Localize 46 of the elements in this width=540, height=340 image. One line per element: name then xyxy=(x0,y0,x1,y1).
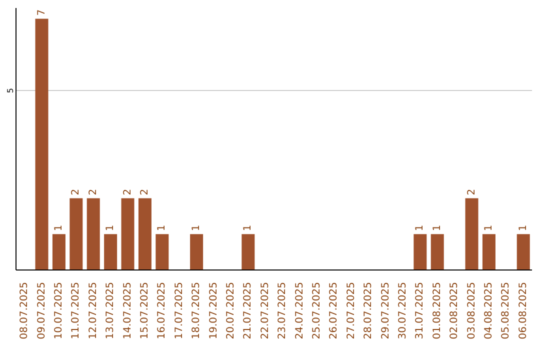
x-tick-label: 24.07.2025 xyxy=(294,282,306,340)
data-label: 2 xyxy=(466,188,478,196)
x-tick-label: 02.08.2025 xyxy=(449,282,460,340)
x-tick-label: 03.08.2025 xyxy=(466,282,478,340)
data-label: 2 xyxy=(139,188,150,196)
x-tick-label: 05.08.2025 xyxy=(500,282,512,340)
data-label: 1 xyxy=(518,224,529,232)
x-tick-label: 23.07.2025 xyxy=(277,282,288,340)
data-label: 2 xyxy=(70,188,82,196)
x-tick-label: 12.07.2025 xyxy=(88,282,99,340)
x-tick-label: 06.08.2025 xyxy=(518,282,529,340)
x-tick-label: 26.07.2025 xyxy=(328,282,340,340)
x-tick-label: 14.07.2025 xyxy=(122,282,134,340)
x-tick-label: 30.07.2025 xyxy=(398,282,408,340)
x-tick-label: 22.07.2025 xyxy=(260,282,271,340)
x-tick-label: 19.07.2025 xyxy=(208,282,220,340)
x-tick-label: 11.07.2025 xyxy=(70,282,82,340)
x-tick-label: 25.07.2025 xyxy=(312,282,322,340)
data-label: 1 xyxy=(483,224,494,232)
data-label: 1 xyxy=(105,224,116,232)
x-tick-label: 27.07.2025 xyxy=(346,282,357,340)
x-tick-label: 29.07.2025 xyxy=(380,282,392,340)
x-tick-label: 09.07.2025 xyxy=(36,282,48,340)
x-tick-label: 28.07.2025 xyxy=(363,282,374,340)
data-label: 2 xyxy=(88,188,99,196)
x-tick-label: 17.07.2025 xyxy=(174,282,185,340)
data-label: 1 xyxy=(156,224,168,232)
data-label: 1 xyxy=(432,224,443,232)
x-tick-label: 21.07.2025 xyxy=(242,282,254,340)
y-tick-label: 5 xyxy=(6,88,15,94)
x-tick-label: 20.07.2025 xyxy=(226,282,236,340)
x-tick-label: 31.07.2025 xyxy=(414,282,426,340)
x-tick-label: 10.07.2025 xyxy=(54,282,64,340)
x-tick-label: 18.07.2025 xyxy=(191,282,202,340)
data-label: 2 xyxy=(122,188,134,196)
data-label: 1 xyxy=(242,224,254,232)
data-label: 1 xyxy=(414,224,426,232)
data-label: 1 xyxy=(191,224,202,232)
data-label: 1 xyxy=(53,224,64,232)
x-tick-label: 08.07.2025 xyxy=(19,282,30,340)
x-tick-label: 01.08.2025 xyxy=(432,282,443,340)
x-tick-label: 04.08.2025 xyxy=(484,282,494,340)
x-tick-label: 13.07.2025 xyxy=(105,282,116,340)
x-tick-label: 15.07.2025 xyxy=(140,282,150,340)
data-label: 7 xyxy=(36,9,48,16)
x-tick-label: 16.07.2025 xyxy=(156,282,168,340)
